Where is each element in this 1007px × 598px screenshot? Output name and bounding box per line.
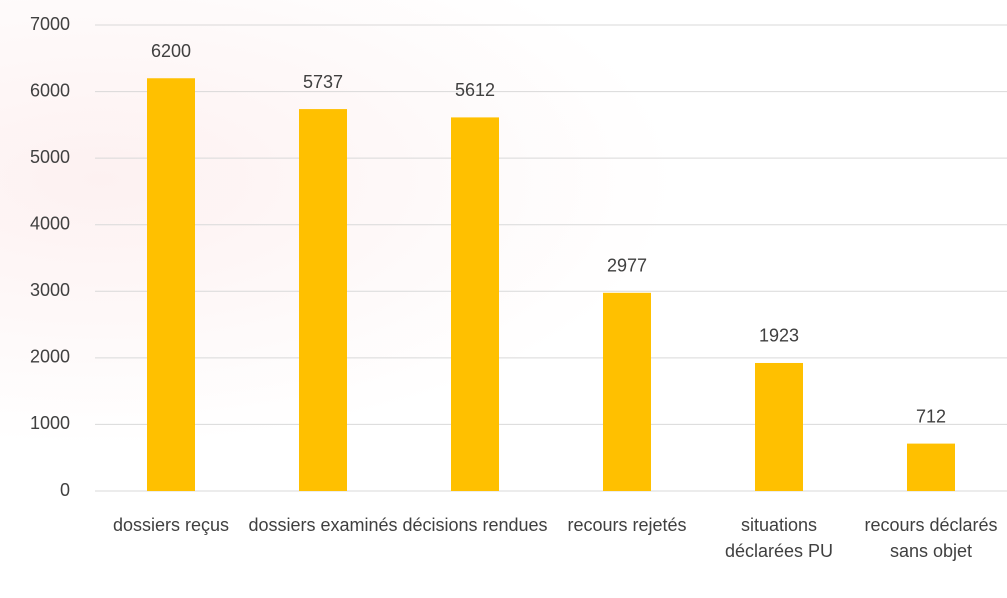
bar [603,292,651,491]
x-tick-label: situations déclarées PU [724,515,834,561]
y-tick-label: 0 [60,480,70,500]
data-label: 5737 [303,72,343,92]
x-tick-label: dossiers examinés [248,515,398,535]
y-tick-label: 4000 [30,213,70,233]
data-label: 6200 [151,41,191,61]
bar [451,117,499,491]
y-tick-label: 6000 [30,80,70,100]
y-tick-label: 2000 [30,347,70,367]
x-tick-label: dossiers reçus [112,515,230,535]
y-tick-label: 3000 [30,280,70,300]
data-label: 712 [916,406,946,426]
bar [907,443,955,491]
x-tick-label: recours déclarés sans objet [864,515,998,561]
x-tick-label: décisions rendues [402,515,548,535]
bar [299,109,347,491]
data-label: 1923 [759,326,799,346]
x-tick-label: recours rejetés [567,515,687,535]
bar [147,78,195,491]
data-label: 5612 [455,80,495,100]
data-label: 2977 [607,256,647,276]
y-tick-label: 1000 [30,413,70,433]
y-tick-label: 5000 [30,147,70,167]
bar [755,362,803,491]
y-tick-label: 7000 [30,14,70,34]
